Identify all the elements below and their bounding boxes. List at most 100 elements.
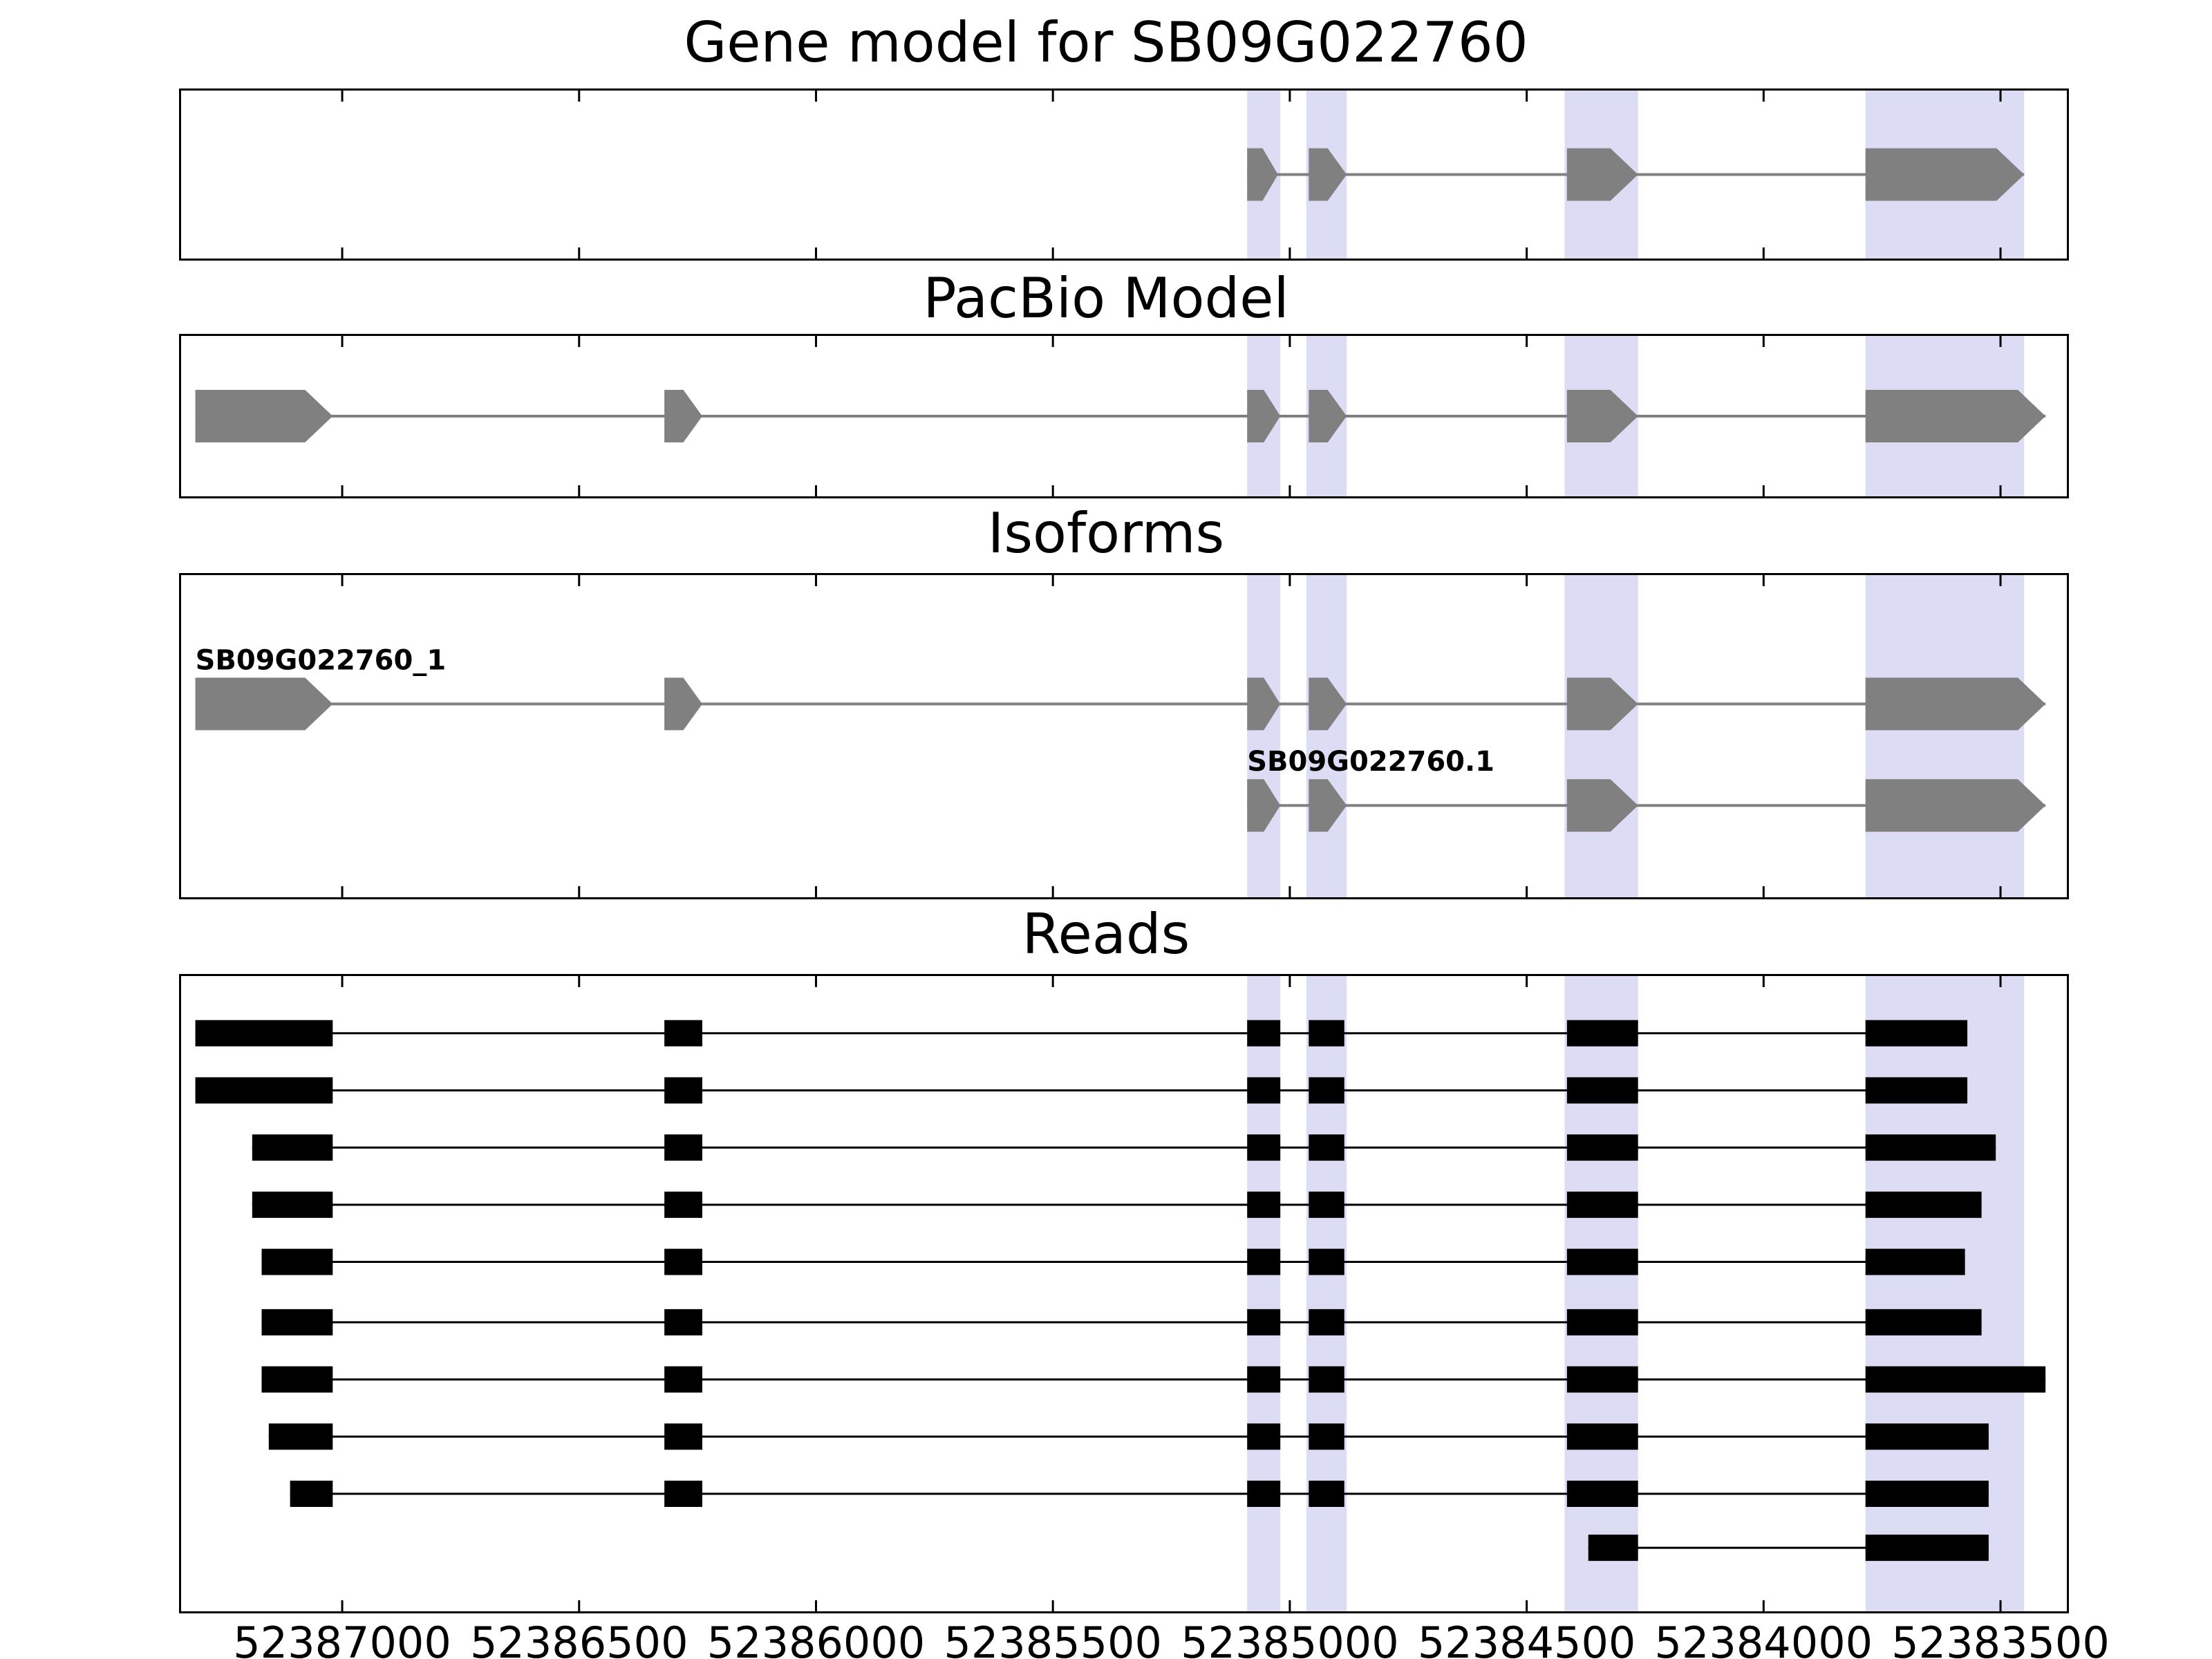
exon-block (1247, 390, 1281, 442)
read-block (664, 1480, 702, 1507)
exon-block (1865, 390, 2046, 442)
x-tick-label: 52384000 (1654, 1618, 1873, 1659)
highlight-band (1865, 575, 2025, 897)
panel-canvas-pacbio-model (195, 336, 2046, 496)
read-block (1865, 1480, 1989, 1507)
read-block (664, 1134, 702, 1161)
read-block (1247, 1423, 1281, 1450)
read-block (252, 1191, 333, 1218)
read-block (1865, 1020, 1968, 1047)
read-block (1865, 1077, 1968, 1104)
highlight-band (1306, 575, 1347, 897)
read-block (1309, 1191, 1344, 1218)
read-block (1566, 1191, 1638, 1218)
read-block (1309, 1480, 1344, 1507)
exon-block (1566, 148, 1638, 201)
read-block (1247, 1077, 1281, 1104)
read-block (1309, 1077, 1344, 1104)
exon-block (1247, 148, 1278, 201)
read-block (261, 1309, 333, 1335)
read-block (252, 1134, 333, 1161)
read-block (1309, 1309, 1344, 1335)
read-block (195, 1020, 333, 1047)
read-block (1309, 1134, 1344, 1161)
exon-block (664, 677, 702, 731)
read-block (1865, 1191, 1982, 1218)
read-block (261, 1248, 333, 1275)
exon-block (1566, 390, 1638, 442)
exon-block (195, 390, 333, 442)
highlight-band (1247, 976, 1281, 1611)
highlight-band (1865, 976, 2025, 1611)
read-block (664, 1366, 702, 1393)
read-block (1865, 1248, 1965, 1275)
read-block (1865, 1366, 2046, 1393)
exon-block (1865, 779, 2046, 832)
highlight-band (1564, 976, 1638, 1611)
read-block (290, 1480, 333, 1507)
read-block (664, 1248, 702, 1275)
highlight-band (1564, 575, 1638, 897)
exon-block (1247, 779, 1281, 832)
read-block (1566, 1077, 1638, 1104)
read-block (1566, 1480, 1638, 1507)
x-tick-label: 52384500 (1417, 1618, 1636, 1659)
panel-canvas-gene-model (341, 91, 2025, 259)
panel-pacbio-model (179, 334, 2069, 498)
x-tick-label: 52383500 (1891, 1618, 2110, 1659)
read-block (1865, 1309, 1982, 1335)
x-tick-label: 52385000 (1181, 1618, 1399, 1659)
read-block (664, 1423, 702, 1450)
read-block (1247, 1366, 1281, 1393)
isoform-label: SB09G022760_1 (196, 644, 447, 676)
read-block (1247, 1134, 1281, 1161)
panel-title-pacbio-model: PacBio Model (923, 266, 1289, 330)
read-block (1309, 1020, 1344, 1047)
exon-block (1309, 148, 1347, 201)
read-block (1566, 1248, 1638, 1275)
exon-block (1865, 677, 2046, 731)
exon-block (1247, 677, 1281, 731)
read-block (664, 1191, 702, 1218)
highlight-band (1247, 575, 1281, 897)
exon-block (1309, 390, 1347, 442)
x-tick-label: 52386000 (706, 1618, 926, 1659)
read-block (664, 1077, 702, 1104)
exon-block (1309, 677, 1347, 731)
read-block (268, 1423, 333, 1450)
exon-block (195, 677, 333, 731)
read-block (261, 1366, 333, 1393)
panel-canvas-isoforms: SB09G022760_1 SB09G022760.1 (195, 575, 2046, 897)
exon-block (664, 390, 702, 442)
read-block (1566, 1423, 1638, 1450)
read-block (1865, 1423, 1989, 1450)
read-block (1247, 1248, 1281, 1275)
x-tick-label: 52386500 (469, 1618, 688, 1659)
x-axis-tick-labels: 52387000 52386500 52386000 52385500 52385000… (0, 1618, 2212, 1659)
read-block (1566, 1134, 1638, 1161)
exon-block (1865, 148, 2025, 201)
panel-title-reads: Reads (1022, 902, 1190, 966)
exon-block (1566, 677, 1638, 731)
read-block (1247, 1191, 1281, 1218)
read-block (1247, 1309, 1281, 1335)
read-block (1865, 1134, 1996, 1161)
panel-isoforms: SB09G022760_1 SB09G022760.1 (179, 573, 2069, 899)
read-block (1247, 1020, 1281, 1047)
read-block (195, 1077, 333, 1104)
panel-title-isoforms: Isoforms (987, 501, 1225, 565)
read-block (1309, 1248, 1344, 1275)
highlight-band (1306, 976, 1347, 1611)
isoform-label: SB09G022760.1 (1247, 746, 1494, 778)
x-tick-label: 52387000 (233, 1618, 451, 1659)
exon-block (1309, 779, 1347, 832)
read-block (664, 1309, 702, 1335)
panel-title-gene-model: Gene model for SB09G022760 (684, 10, 1528, 75)
read-block (1247, 1480, 1281, 1507)
read-block (1865, 1535, 1989, 1562)
x-tick-label: 52385500 (944, 1618, 1162, 1659)
read-block (1566, 1309, 1638, 1335)
read-block (1309, 1423, 1344, 1450)
read-block (1588, 1535, 1638, 1562)
